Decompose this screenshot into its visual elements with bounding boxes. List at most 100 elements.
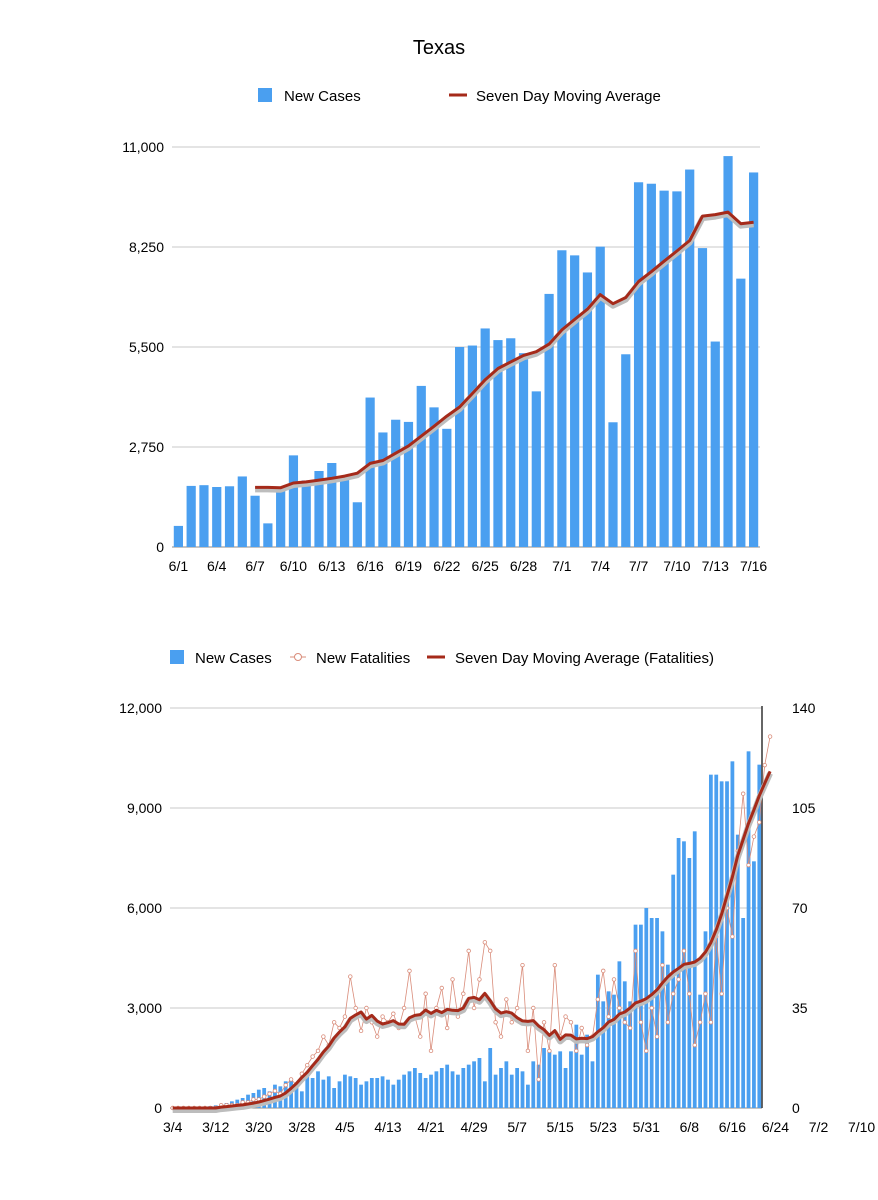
bar-new-cases <box>301 480 311 547</box>
marker-new-fatalities <box>622 1020 627 1025</box>
y2-tick-label: 0 <box>792 1100 800 1116</box>
bar-new-cases <box>488 1048 493 1108</box>
x-tick-label: 7/10 <box>848 1119 875 1135</box>
chart2-plot: 0 3,000 6,000 9,000 12,000 3/4 3/12 3/20 3/28 4/5… <box>119 700 875 1135</box>
x-tick-label: 3/12 <box>202 1119 229 1135</box>
y-tick-label: 8,250 <box>129 239 164 255</box>
bar-new-cases <box>418 1073 423 1108</box>
bar-new-cases <box>375 1078 380 1108</box>
marker-new-fatalities <box>342 1014 348 1019</box>
marker-new-fatalities <box>461 991 466 996</box>
x-tick-label: 5/15 <box>547 1119 574 1135</box>
bar-new-cases <box>735 834 740 1108</box>
legend2-label-new-fatalities: New Fatalities <box>316 650 410 667</box>
x-tick-label: 3/28 <box>288 1119 315 1135</box>
marker-new-fatalities <box>584 1042 590 1048</box>
x-tick-label: 7/1 <box>552 558 572 574</box>
x-tick-label: 6/24 <box>762 1119 789 1135</box>
bar-new-cases <box>391 1084 396 1108</box>
bar-new-cases <box>687 858 692 1108</box>
bar-new-cases <box>343 1074 347 1108</box>
bar-new-cases <box>364 1081 369 1108</box>
bar-new-cases <box>606 991 611 1108</box>
y2-tick-label: 105 <box>792 800 816 816</box>
bar-new-cases <box>429 407 439 547</box>
bar-new-cases <box>305 1074 310 1108</box>
x-tick-label: 6/7 <box>245 558 265 574</box>
x-tick-label: 6/28 <box>510 558 537 574</box>
bar-new-cases <box>622 981 627 1108</box>
legend-label-new-cases: New Cases <box>284 88 361 105</box>
bar-new-cases <box>455 347 465 547</box>
bar-new-cases <box>403 421 414 547</box>
marker-new-fatalities <box>649 1005 654 1011</box>
bar-new-cases <box>757 764 762 1108</box>
bar-new-cases <box>570 255 580 547</box>
bar-new-cases <box>612 994 616 1108</box>
bar-new-cases <box>585 1034 589 1108</box>
bar-new-cases <box>339 479 350 547</box>
bar-new-cases <box>752 861 756 1108</box>
marker-new-fatalities <box>692 1042 697 1048</box>
bar-new-cases <box>672 191 682 547</box>
bar-new-cases <box>659 190 669 548</box>
legend2-label-moving-average: Seven Day Moving Average (Fatalities) <box>455 650 714 667</box>
marker-new-fatalities <box>552 962 557 968</box>
marker-new-fatalities <box>251 1097 256 1102</box>
bar-new-cases <box>608 422 618 547</box>
bar-new-cases <box>482 1081 487 1108</box>
bar-new-cases <box>199 485 209 547</box>
bar-new-cases <box>660 931 665 1108</box>
bar-new-cases <box>719 781 724 1108</box>
marker-new-fatalities <box>504 997 509 1002</box>
bar-new-cases <box>369 1078 374 1108</box>
bar-new-cases <box>480 328 490 547</box>
marker-new-fatalities <box>331 1020 337 1025</box>
bar-new-cases <box>579 1054 584 1108</box>
marker-new-fatalities <box>536 1077 541 1082</box>
bar-new-cases <box>321 1079 326 1108</box>
marker-new-fatalities <box>757 820 762 825</box>
x-tick-label: 3/4 <box>163 1119 183 1135</box>
marker-new-fatalities <box>509 1020 514 1025</box>
bar-new-cases <box>655 918 659 1108</box>
x-tick-label: 6/19 <box>395 558 422 574</box>
line-new-fatalities <box>172 736 771 1109</box>
x-tick-label: 4/29 <box>460 1119 487 1135</box>
bar-new-cases <box>552 1054 557 1108</box>
bar-new-cases <box>173 525 183 547</box>
bar-new-cases <box>542 1048 546 1108</box>
marker-new-fatalities <box>407 968 412 974</box>
bar-new-cases <box>461 1068 466 1108</box>
x-tick-label: 6/13 <box>318 558 345 574</box>
chart2-legend: New Cases New Fatalities Seven Day Movin… <box>170 650 714 667</box>
y-tick-label: 11,000 <box>122 139 164 155</box>
bar-new-cases <box>749 172 759 548</box>
bar-new-cases <box>563 1068 568 1108</box>
line-shadow-moving-average <box>255 211 754 493</box>
bar-new-cases <box>224 486 235 547</box>
x-tick-label: 7/13 <box>702 558 729 574</box>
marker-new-fatalities <box>654 1034 660 1039</box>
marker-new-fatalities <box>418 1034 423 1039</box>
bar-new-cases <box>353 1078 358 1108</box>
bar-new-cases <box>429 1074 433 1108</box>
bar-new-cases <box>493 1074 498 1108</box>
bar-new-cases <box>310 1078 315 1108</box>
marker-new-fatalities <box>477 977 482 982</box>
y-tick-label: 9,000 <box>127 800 162 816</box>
x-tick-label: 7/2 <box>809 1119 829 1135</box>
x-tick-label: 6/10 <box>280 558 307 574</box>
bar-new-cases <box>348 1076 353 1108</box>
marker-new-fatalities <box>272 1088 278 1094</box>
marker-new-fatalities <box>687 991 692 996</box>
bar-new-cases <box>326 1076 331 1108</box>
bar-new-cases <box>703 931 708 1108</box>
bar-new-cases <box>442 428 452 547</box>
bar-new-cases <box>569 1051 573 1108</box>
marker-new-fatalities <box>746 862 751 868</box>
marker-new-fatalities <box>439 985 444 991</box>
bar-new-cases <box>698 994 702 1108</box>
marker-new-fatalities <box>525 1048 531 1054</box>
